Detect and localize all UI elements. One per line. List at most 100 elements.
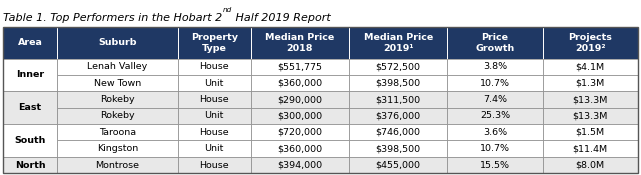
Text: $300,000: $300,000 [278, 111, 322, 120]
Text: $290,000: $290,000 [278, 95, 322, 104]
Text: East: East [19, 103, 42, 112]
Text: $394,000: $394,000 [278, 160, 322, 170]
Text: Taroona: Taroona [99, 128, 136, 137]
Text: $746,000: $746,000 [376, 128, 420, 137]
Text: Lenah Valley: Lenah Valley [87, 62, 147, 71]
Bar [542, 157, 638, 173]
Text: $376,000: $376,000 [376, 111, 420, 120]
Text: North: North [15, 160, 46, 170]
Bar [178, 108, 251, 124]
Bar [3, 91, 57, 124]
Text: Table 1. Top Performers in the Hobart 2: Table 1. Top Performers in the Hobart 2 [3, 13, 222, 23]
Bar [57, 157, 178, 173]
Bar [251, 59, 349, 75]
Text: $311,500: $311,500 [376, 95, 420, 104]
Text: 7.4%: 7.4% [483, 95, 507, 104]
Text: New Town: New Town [94, 79, 141, 88]
Text: Unit: Unit [204, 79, 224, 88]
Bar [178, 59, 251, 75]
Text: $11.4M: $11.4M [572, 144, 608, 153]
Bar [447, 108, 542, 124]
Text: House: House [199, 160, 229, 170]
Text: 15.5%: 15.5% [480, 160, 510, 170]
Bar [447, 59, 542, 75]
Bar [3, 75, 57, 91]
Text: 3.8%: 3.8% [483, 62, 507, 71]
Bar [349, 75, 447, 91]
Text: $720,000: $720,000 [278, 128, 322, 137]
Bar [3, 59, 57, 75]
Bar [447, 27, 542, 59]
Text: $455,000: $455,000 [376, 160, 420, 170]
Bar [542, 141, 638, 157]
Text: $398,500: $398,500 [376, 144, 420, 153]
Text: nd: nd [222, 7, 231, 13]
Bar [542, 124, 638, 141]
Bar [3, 157, 57, 173]
Bar [3, 141, 57, 157]
Text: Rokeby: Rokeby [100, 95, 135, 104]
Text: 25.3%: 25.3% [480, 111, 510, 120]
Bar [57, 91, 178, 108]
Bar [3, 27, 57, 59]
Text: Property
Type: Property Type [191, 33, 238, 52]
Text: $360,000: $360,000 [278, 144, 322, 153]
Bar [178, 157, 251, 173]
Bar [349, 91, 447, 108]
Bar [251, 141, 349, 157]
Text: Area: Area [18, 38, 42, 47]
Bar [447, 75, 542, 91]
Bar [251, 91, 349, 108]
Text: $551,775: $551,775 [278, 62, 322, 71]
Bar [57, 108, 178, 124]
Bar [251, 108, 349, 124]
Bar [251, 27, 349, 59]
Bar [57, 75, 178, 91]
Bar [178, 91, 251, 108]
Text: $13.3M: $13.3M [572, 95, 608, 104]
Bar [178, 124, 251, 141]
Text: Suburb: Suburb [98, 38, 137, 47]
Bar [542, 27, 638, 59]
Bar [3, 157, 57, 173]
Bar [57, 59, 178, 75]
Text: $398,500: $398,500 [376, 79, 420, 88]
Text: House: House [199, 95, 229, 104]
Bar [3, 27, 638, 173]
Bar [251, 157, 349, 173]
Text: Inner: Inner [16, 70, 44, 79]
Text: $572,500: $572,500 [376, 62, 420, 71]
Bar [542, 91, 638, 108]
Bar [251, 75, 349, 91]
Bar [3, 108, 57, 124]
Text: South: South [15, 136, 46, 145]
Bar [3, 59, 57, 91]
Text: House: House [199, 62, 229, 71]
Text: $360,000: $360,000 [278, 79, 322, 88]
Text: Median Price
2018: Median Price 2018 [265, 33, 335, 52]
Bar [251, 124, 349, 141]
Text: $13.3M: $13.3M [572, 111, 608, 120]
Text: $4.1M: $4.1M [576, 62, 604, 71]
Text: 3.6%: 3.6% [483, 128, 507, 137]
Text: Projects
2019²: Projects 2019² [569, 33, 612, 52]
Text: $8.0M: $8.0M [576, 160, 604, 170]
Text: Half 2019 Report: Half 2019 Report [231, 13, 331, 23]
Bar [447, 91, 542, 108]
Bar [349, 141, 447, 157]
Text: $1.3M: $1.3M [576, 79, 605, 88]
Text: Rokeby: Rokeby [100, 111, 135, 120]
Text: $1.5M: $1.5M [576, 128, 604, 137]
Bar [447, 157, 542, 173]
Bar [542, 108, 638, 124]
Bar [542, 59, 638, 75]
Bar [3, 91, 57, 108]
Text: House: House [199, 128, 229, 137]
Bar [542, 75, 638, 91]
Text: Unit: Unit [204, 111, 224, 120]
Bar [447, 141, 542, 157]
Bar [178, 75, 251, 91]
Bar [3, 124, 57, 157]
Text: 10.7%: 10.7% [480, 144, 510, 153]
Bar [447, 124, 542, 141]
